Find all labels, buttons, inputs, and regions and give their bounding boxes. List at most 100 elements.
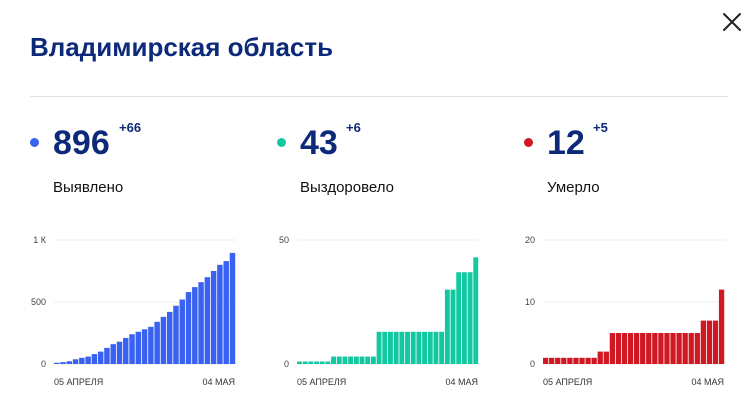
detected-bar bbox=[179, 299, 185, 364]
detected-bar bbox=[110, 344, 116, 364]
detected-bar bbox=[192, 287, 198, 364]
detected-bar bbox=[60, 362, 66, 364]
recovered-bar bbox=[405, 331, 410, 364]
detected-bar bbox=[148, 326, 154, 364]
deaths-bar bbox=[585, 357, 591, 364]
recovered-bar bbox=[353, 356, 359, 364]
detected-delta: +66 bbox=[119, 120, 142, 135]
deaths-chart-svg: 0 10 20 05 АПРЕЛЯ 04 МАЯ bbox=[525, 235, 725, 387]
stat-detected: 896 +66 Выявлено bbox=[30, 118, 260, 208]
detected-bar bbox=[229, 252, 236, 364]
detected-bar bbox=[66, 361, 73, 364]
deaths-count: 12 bbox=[547, 124, 585, 162]
detected-bar bbox=[91, 354, 98, 364]
detected-bar bbox=[210, 271, 217, 364]
recovered-delta: +6 bbox=[346, 120, 361, 135]
recovered-bar bbox=[388, 331, 393, 364]
deaths-y-tick-label: 10 bbox=[525, 297, 535, 307]
deaths-bar bbox=[712, 320, 719, 364]
recovered-bar bbox=[297, 361, 302, 364]
recovered-bar bbox=[399, 331, 405, 364]
detected-chart-svg: 0 500 1 К 05 АПРЕЛЯ 04 МАЯ bbox=[31, 235, 236, 387]
detected-chart: 0 500 1 К 05 АПРЕЛЯ 04 МАЯ bbox=[24, 228, 239, 394]
detected-bar bbox=[129, 334, 135, 364]
recovered-bar bbox=[450, 289, 456, 364]
detected-bar bbox=[123, 337, 129, 364]
deaths-bar bbox=[603, 351, 609, 364]
detected-bar bbox=[97, 351, 104, 364]
close-icon[interactable] bbox=[718, 8, 746, 36]
stat-deaths: 12 +5 Умерло bbox=[524, 118, 750, 208]
detected-bar bbox=[160, 316, 167, 364]
deaths-bar bbox=[591, 357, 597, 364]
recovered-bar bbox=[422, 331, 428, 364]
detected-bar bbox=[104, 347, 110, 364]
deaths-bar bbox=[676, 333, 682, 364]
detected-bar bbox=[141, 329, 148, 364]
detected-bar bbox=[223, 261, 229, 364]
recovered-bar bbox=[314, 361, 319, 364]
deaths-dot-icon bbox=[524, 138, 533, 147]
deaths-bar bbox=[634, 333, 640, 364]
detected-x-label-end: 04 МАЯ bbox=[202, 377, 235, 387]
recovered-bar bbox=[433, 331, 439, 364]
deaths-bar bbox=[543, 357, 549, 364]
recovered-bar bbox=[444, 289, 450, 364]
recovered-bar bbox=[416, 331, 422, 364]
detected-bar bbox=[173, 305, 179, 364]
detected-dot-icon bbox=[30, 138, 39, 147]
detected-y-tick-label: 1 К bbox=[33, 235, 47, 245]
recovered-bar bbox=[348, 356, 354, 364]
recovered-bar bbox=[342, 356, 348, 364]
recovered-bar bbox=[473, 257, 479, 364]
recovered-dot-icon bbox=[277, 138, 286, 147]
recovered-bar bbox=[325, 361, 331, 364]
deaths-bar bbox=[658, 333, 664, 364]
deaths-bar bbox=[706, 320, 713, 364]
recovered-bar bbox=[308, 361, 314, 364]
deaths-x-label-end: 04 МАЯ bbox=[691, 377, 724, 387]
deaths-bar bbox=[621, 333, 628, 364]
recovered-bar bbox=[319, 361, 325, 364]
page-title: Владимирская область bbox=[30, 32, 334, 62]
recovered-chart: 0 50 05 АПРЕЛЯ 04 МАЯ bbox=[267, 228, 482, 394]
deaths-bar bbox=[682, 333, 688, 364]
detected-bar bbox=[79, 357, 85, 364]
recovered-bar bbox=[382, 331, 388, 364]
recovered-y-tick-label: 50 bbox=[279, 235, 289, 245]
detected-bar bbox=[185, 292, 192, 364]
detected-bar bbox=[198, 282, 204, 364]
detected-y-tick-label: 500 bbox=[31, 297, 46, 307]
detected-y-tick-label: 0 bbox=[41, 359, 46, 369]
header-divider bbox=[30, 96, 728, 97]
detected-bar bbox=[116, 341, 123, 364]
deaths-y-tick-label: 20 bbox=[525, 235, 535, 245]
deaths-bar bbox=[694, 333, 700, 364]
recovered-bar bbox=[467, 272, 473, 364]
deaths-bar bbox=[688, 333, 694, 364]
deaths-bar bbox=[652, 333, 658, 364]
deaths-bar bbox=[670, 333, 676, 364]
deaths-chart: 0 10 20 05 АПРЕЛЯ 04 МАЯ bbox=[513, 228, 728, 394]
recovered-bar bbox=[331, 356, 337, 364]
deaths-x-label-start: 05 АПРЕЛЯ bbox=[543, 377, 592, 387]
recovered-count: 43 bbox=[300, 124, 338, 162]
recovered-bar bbox=[410, 331, 416, 364]
recovered-y-tick-label: 0 bbox=[284, 359, 289, 369]
deaths-bar bbox=[573, 357, 579, 364]
detected-bar bbox=[166, 311, 173, 364]
detected-bar bbox=[154, 321, 160, 364]
detected-bar bbox=[85, 356, 91, 364]
deaths-label: Умерло bbox=[547, 179, 600, 196]
deaths-delta: +5 bbox=[593, 120, 608, 135]
deaths-bar bbox=[549, 357, 555, 364]
detected-bar bbox=[54, 362, 60, 364]
deaths-bar bbox=[555, 357, 561, 364]
deaths-bar bbox=[561, 357, 567, 364]
recovered-bar bbox=[376, 331, 382, 364]
recovered-bar bbox=[461, 272, 467, 364]
deaths-bar bbox=[646, 333, 652, 364]
recovered-label: Выздоровело bbox=[300, 179, 395, 196]
deaths-bar bbox=[615, 333, 622, 364]
deaths-bar bbox=[597, 351, 603, 364]
